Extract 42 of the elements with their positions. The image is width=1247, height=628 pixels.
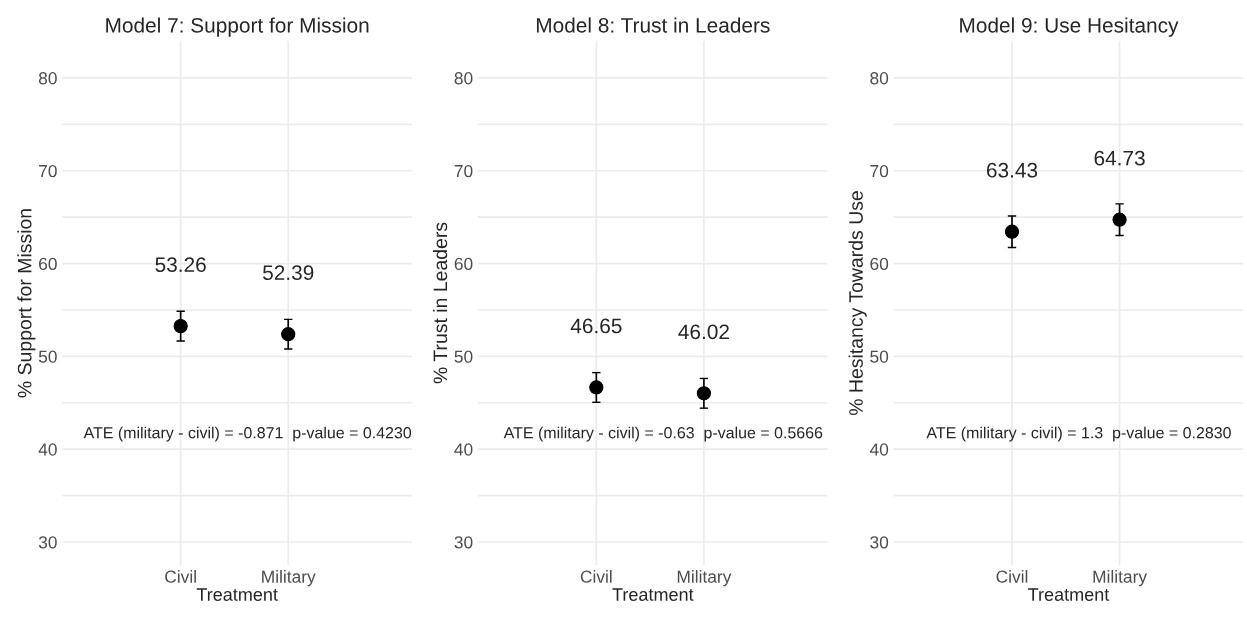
data-label: 46.65 bbox=[570, 318, 622, 334]
y-tick-label: 30 bbox=[870, 536, 889, 549]
y-tick-label: 80 bbox=[870, 72, 889, 85]
y-axis-title: % Support for Mission bbox=[17, 209, 36, 398]
y-tick-label: 50 bbox=[38, 350, 57, 363]
x-axis-title: Treatment bbox=[1028, 588, 1110, 601]
y-tick-label: 70 bbox=[454, 164, 473, 178]
x-tick-label: Civil bbox=[165, 570, 196, 583]
y-tick-label: 70 bbox=[39, 164, 57, 178]
y-axis-title: % Trust in Leaders bbox=[432, 222, 448, 384]
annotation: ATE (military - civil) = 1.3 p-value = 0.2830 bbox=[926, 426, 1231, 442]
y-tick-label: 50 bbox=[870, 350, 889, 363]
annotation: ATE (military - civil) = -0.871 p-value = 0.4230 bbox=[83, 426, 412, 442]
y-tick-label: 60 bbox=[39, 257, 57, 271]
x-axis-title: Treatment bbox=[612, 588, 694, 601]
x-tick-label: Civil bbox=[580, 570, 612, 583]
x-axis-title: Treatment bbox=[196, 588, 278, 601]
data-label: 63.43 bbox=[986, 162, 1038, 178]
chart-title: Model 9: Use Hesitancy bbox=[960, 17, 1179, 37]
annotation: ATE (military - civil) = -0.63 p-value = 0.5666 bbox=[503, 426, 823, 442]
x-tick-label: Military bbox=[262, 570, 316, 587]
y-tick-label: 40 bbox=[869, 443, 889, 456]
y-tick-label: 70 bbox=[870, 164, 889, 178]
y-tick-label: 30 bbox=[38, 536, 57, 549]
y-tick-label: 60 bbox=[870, 257, 889, 271]
y-tick-label: 30 bbox=[454, 536, 473, 549]
data-label: 46.02 bbox=[678, 324, 729, 340]
x-tick-label: Military bbox=[1093, 570, 1148, 587]
y-tick-label: 80 bbox=[454, 72, 473, 85]
x-tick-label: Military bbox=[677, 570, 732, 587]
y-tick-label: 40 bbox=[454, 443, 473, 456]
chart-title: Model 7: Support for Mission bbox=[106, 17, 369, 37]
y-tick-label: 50 bbox=[454, 350, 473, 363]
x-tick-label: Civil bbox=[996, 570, 1028, 583]
data-label: 53.26 bbox=[155, 257, 206, 272]
data-label: 52.39 bbox=[263, 265, 314, 281]
y-tick-label: 80 bbox=[38, 72, 57, 85]
y-axis-title: % Hesitancy Towards Use bbox=[848, 191, 867, 416]
y-tick-label: 40 bbox=[38, 443, 57, 456]
data-label: 64.73 bbox=[1094, 150, 1145, 166]
chart-title: Model 8: Trust in Leaders bbox=[536, 17, 770, 33]
y-tick-label: 60 bbox=[454, 257, 473, 271]
